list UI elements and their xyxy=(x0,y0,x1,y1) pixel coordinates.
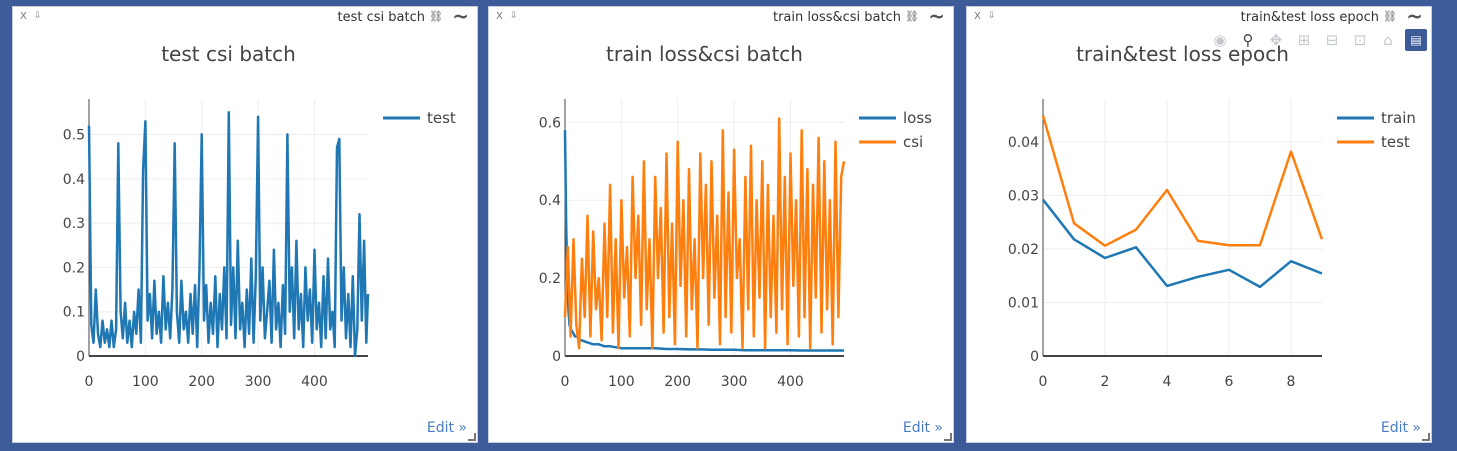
x-tick-label: 100 xyxy=(132,374,159,390)
pane-title: train loss&csi batch xyxy=(772,10,901,25)
x-tick-label: 0 xyxy=(85,374,94,390)
y-tick-label: 0.2 xyxy=(63,260,85,276)
pane-header: X ⇩ train&test loss epoch ⛓ ~ xyxy=(967,4,1431,29)
x-tick-label: 2 xyxy=(1101,374,1110,390)
x-tick-label: 200 xyxy=(664,374,691,390)
series-line-test xyxy=(87,111,370,358)
reset-axes-icon[interactable]: ⌂ xyxy=(1383,31,1393,49)
zoom-icon[interactable]: ⚲ xyxy=(1242,31,1254,49)
plotly-logo-icon[interactable]: ▤ xyxy=(1405,29,1427,51)
x-tick-label: 8 xyxy=(1287,374,1296,390)
x-tick-label: 300 xyxy=(245,374,272,390)
legend-label-csi[interactable]: csi xyxy=(903,133,923,151)
y-tick-label: 0.2 xyxy=(539,271,561,287)
zoom-in-icon[interactable]: ⊞ xyxy=(1297,31,1311,49)
y-tick-label: 0.03 xyxy=(1008,188,1039,204)
series-line-train xyxy=(1042,198,1323,289)
zoom-out-icon[interactable]: ⊟ xyxy=(1325,31,1339,49)
y-tick-label: 0.04 xyxy=(1008,135,1039,151)
x-tick-label: 400 xyxy=(301,374,328,390)
y-tick-label: 0.6 xyxy=(539,115,561,131)
y-tick-label: 0.01 xyxy=(1008,295,1039,311)
pin-icon[interactable]: ⇩ xyxy=(34,11,42,21)
legend-label-train[interactable]: train xyxy=(1381,109,1416,127)
x-tick-label: 4 xyxy=(1163,374,1172,390)
close-icon[interactable]: X xyxy=(974,11,981,22)
x-tick-label: 200 xyxy=(188,374,215,390)
y-tick-label: 0.1 xyxy=(63,305,85,321)
pane-train-test-loss-epoch: X ⇩ train&test loss epoch ⛓ ~ train&test… xyxy=(966,4,1433,444)
camera-icon[interactable]: ◉ xyxy=(1213,31,1227,49)
close-icon[interactable]: X xyxy=(20,11,27,22)
smooth-icon[interactable]: ~ xyxy=(928,4,945,28)
edit-link[interactable]: Edit » xyxy=(426,420,467,436)
series-line-test xyxy=(1041,115,1324,247)
resize-handle[interactable] xyxy=(468,433,476,441)
series-line-loss xyxy=(563,130,844,352)
series-line-csi xyxy=(563,117,846,350)
pin-icon[interactable]: ⇩ xyxy=(510,11,518,21)
chart-test-csi-batch[interactable]: test csi batch 0 0.1 0.2 0.3 0.4 0.5 0 100 200 300… xyxy=(13,7,479,444)
tag-icon[interactable]: ⛓ xyxy=(905,10,919,23)
chart-train-test-loss-epoch[interactable]: train&test loss epoch 0 0.01 0.02 0.03 0.04 0 2… xyxy=(967,7,1433,444)
y-tick-label: 0.3 xyxy=(63,216,85,232)
smooth-icon[interactable]: ~ xyxy=(1406,4,1423,28)
tag-icon[interactable]: ⛓ xyxy=(429,10,443,23)
pin-icon[interactable]: ⇩ xyxy=(988,11,996,21)
x-tick-label: 400 xyxy=(777,374,804,390)
x-tick-label: 100 xyxy=(608,374,635,390)
pane-title: test csi batch xyxy=(337,10,425,25)
chart-title: train loss&csi batch xyxy=(606,42,803,66)
edit-link[interactable]: Edit » xyxy=(902,420,943,436)
x-tick-label: 6 xyxy=(1225,374,1234,390)
tag-icon[interactable]: ⛓ xyxy=(1383,10,1397,23)
chart-title: train&test loss epoch xyxy=(1076,42,1289,66)
y-tick-label: 0 xyxy=(552,349,561,365)
pane-title: train&test loss epoch xyxy=(1240,10,1379,25)
chart-title: test csi batch xyxy=(161,42,296,66)
x-tick-label: 300 xyxy=(721,374,748,390)
modebar: ◉ ⚲ ✥ ⊞ ⊟ ⊡ ⌂ ▤ xyxy=(1209,27,1427,53)
pan-icon[interactable]: ✥ xyxy=(1269,31,1283,49)
autoscale-icon[interactable]: ⊡ xyxy=(1353,31,1367,49)
x-tick-label: 0 xyxy=(1039,374,1048,390)
chart-train-loss-csi-batch[interactable]: train loss&csi batch 0 0.2 0.4 0.6 0 100 200 300… xyxy=(489,7,955,444)
pane-header: X ⇩ train loss&csi batch ⛓ ~ xyxy=(489,4,953,29)
pane-test-csi-batch: X ⇩ test csi batch ⛓ ~ test csi batch 0 0.… xyxy=(12,4,479,444)
y-tick-label: 0.4 xyxy=(539,193,561,209)
resize-handle[interactable] xyxy=(1422,433,1430,441)
edit-link[interactable]: Edit » xyxy=(1380,420,1421,436)
y-tick-label: 0 xyxy=(76,349,85,365)
pane-header: X ⇩ test csi batch ⛓ ~ xyxy=(13,4,477,29)
y-tick-label: 0.4 xyxy=(63,172,85,188)
y-tick-label: 0.5 xyxy=(63,127,85,143)
pane-train-loss-csi-batch: X ⇩ train loss&csi batch ⛓ ~ train loss&… xyxy=(488,4,955,444)
close-icon[interactable]: X xyxy=(496,11,503,22)
smooth-icon[interactable]: ~ xyxy=(452,4,469,28)
y-tick-label: 0 xyxy=(1030,349,1039,365)
legend-label-loss[interactable]: loss xyxy=(903,109,932,127)
y-tick-label: 0.02 xyxy=(1008,242,1039,258)
x-tick-label: 0 xyxy=(561,374,570,390)
legend-label-test[interactable]: test xyxy=(427,109,456,127)
legend-label-test[interactable]: test xyxy=(1381,133,1410,151)
resize-handle[interactable] xyxy=(944,433,952,441)
